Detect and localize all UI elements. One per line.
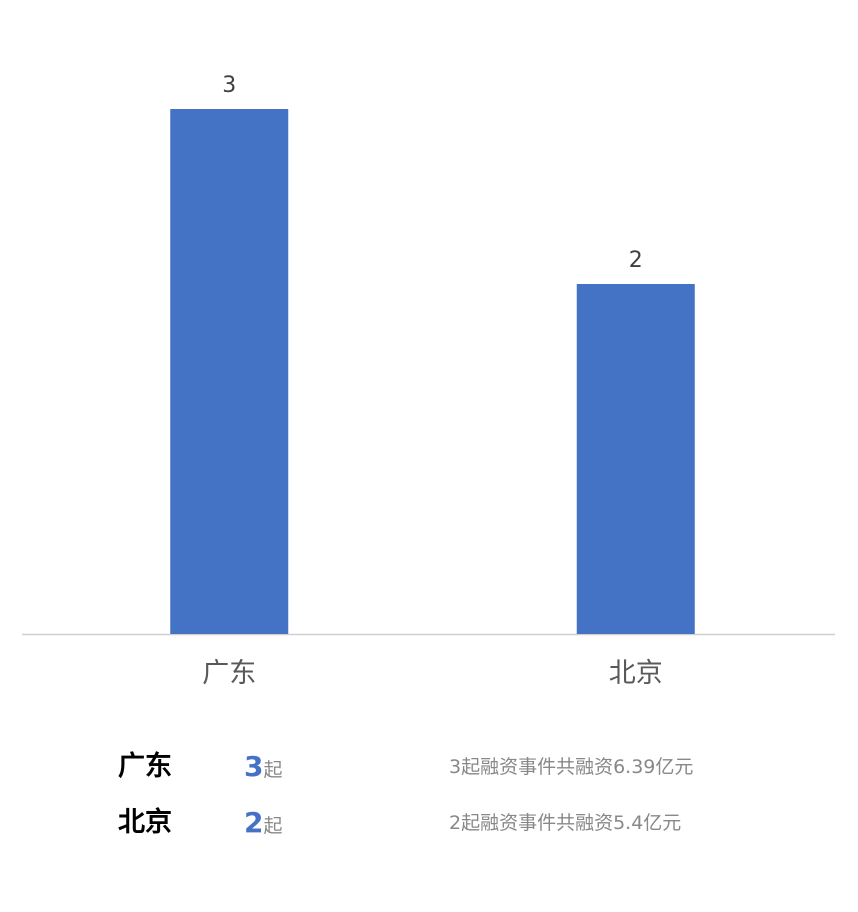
data-label: 3: [222, 73, 236, 98]
count-unit: 起: [263, 759, 283, 781]
summary-description: 2起融资事件共融资5.4亿元: [449, 812, 682, 834]
summary-count: 3起: [244, 747, 283, 791]
data-label: 2: [629, 248, 643, 273]
bar-1: [576, 284, 695, 634]
summary-region: 广东: [118, 751, 172, 782]
summary-description: 3起融资事件共融资6.39亿元: [449, 756, 694, 778]
count-number: 3: [244, 750, 264, 783]
bar-chart: 3 广东 2 北京: [22, 73, 835, 689]
count-number: 2: [244, 806, 264, 839]
x-tick-label: 广东: [202, 658, 256, 689]
summary-region: 北京: [118, 807, 172, 838]
summary-count: 2起: [244, 803, 283, 847]
summary-row: 北京 2起 2起融资事件共融资5.4亿元: [0, 803, 858, 843]
summary-row: 广东 3起 3起融资事件共融资6.39亿元: [0, 747, 858, 787]
count-unit: 起: [263, 815, 283, 837]
bar-0: [170, 109, 289, 634]
x-tick-label: 北京: [609, 658, 663, 689]
